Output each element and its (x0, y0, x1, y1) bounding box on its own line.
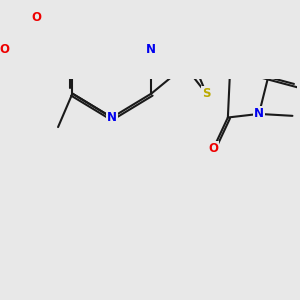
Text: O: O (31, 11, 41, 24)
Text: N: N (107, 111, 117, 124)
Text: O: O (208, 142, 218, 154)
Text: O: O (0, 43, 10, 56)
Text: N: N (146, 43, 156, 56)
Text: N: N (254, 107, 264, 120)
Text: S: S (202, 87, 211, 100)
